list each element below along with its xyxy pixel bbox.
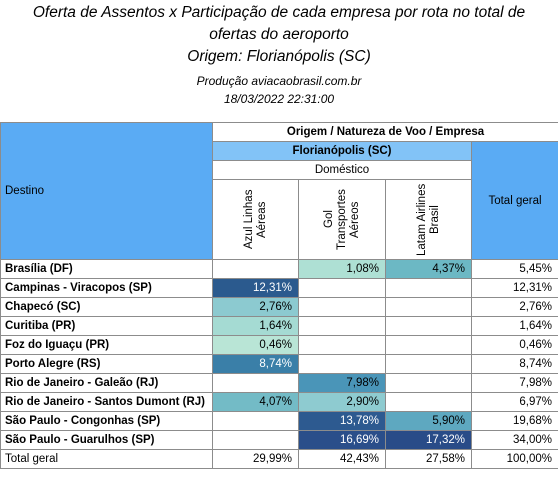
value-cell: 12,31%	[212, 278, 299, 298]
value-cell	[212, 430, 299, 450]
value-cell: 42,43%	[298, 449, 386, 469]
company-name: Latam Airlines Brasil	[415, 183, 441, 256]
company-name: Gol Transportes Aéreos	[322, 189, 361, 250]
value-cell: 4,07%	[212, 392, 299, 412]
group-header: Origem / Natureza de Voo / Empresa	[211, 122, 558, 142]
value-cell: 0,46%	[470, 335, 558, 355]
table-row: São Paulo - Guarulhos (SP) 16,69% 17,32% 34…	[0, 430, 558, 450]
table-row: Chapecó (SC) 2,76% 2,76%	[0, 297, 558, 317]
value-cell: 7,98%	[298, 373, 386, 393]
value-cell: 27,58%	[385, 449, 472, 469]
table-row: Brasília (DF) 1,08% 4,37% 5,45%	[0, 259, 558, 279]
production: Produção aviacaobrasil.com.br	[196, 74, 362, 88]
value-cell	[385, 392, 472, 412]
company-header: Gol Transportes Aéreos	[298, 179, 386, 260]
value-cell	[298, 354, 386, 374]
table-row: Rio de Janeiro - Galeão (RJ) 7,98% 7,98%	[0, 373, 558, 393]
value-cell: 1,08%	[298, 259, 386, 279]
row-label: São Paulo - Guarulhos (SP)	[0, 430, 213, 450]
value-cell	[212, 259, 299, 279]
value-cell	[298, 278, 386, 298]
value-cell: 0,46%	[212, 335, 299, 355]
value-cell	[385, 297, 472, 317]
value-cell	[212, 373, 299, 393]
table-row: Campinas - Viracopos (SP) 12,31% 12,31%	[0, 278, 558, 298]
value-cell: 5,90%	[385, 411, 472, 431]
value-cell: 2,90%	[298, 392, 386, 412]
value-cell: 7,98%	[470, 373, 558, 393]
row-label: Total geral	[0, 449, 213, 469]
value-cell: 100,00%	[470, 449, 558, 469]
row-label: Brasília (DF)	[0, 259, 213, 279]
value-cell	[385, 335, 472, 355]
row-label: Porto Alegre (RS)	[0, 354, 213, 374]
row-label: Chapecó (SC)	[0, 297, 213, 317]
value-cell: 8,74%	[212, 354, 299, 374]
value-cell: 34,00%	[470, 430, 558, 450]
destination-header: Destino	[0, 122, 213, 260]
table-row: Porto Alegre (RS) 8,74% 8,74%	[0, 354, 558, 374]
value-cell: 2,76%	[470, 297, 558, 317]
value-cell: 2,76%	[212, 297, 299, 317]
table-row: São Paulo - Congonhas (SP) 13,78% 5,90% 19,…	[0, 411, 558, 431]
row-label: Curitiba (PR)	[0, 316, 213, 336]
value-cell	[212, 411, 299, 431]
company-header: Azul Linhas Aéreas	[212, 179, 299, 260]
table-row: Foz do Iguaçu (PR) 0,46% 0,46%	[0, 335, 558, 355]
table-row: Total geral 29,99% 42,43% 27,58% 100,00%	[0, 449, 558, 469]
value-cell: 19,68%	[470, 411, 558, 431]
total-header: Total geral	[470, 141, 558, 260]
origin-header: Florianópolis (SC)	[212, 141, 472, 161]
value-cell: 12,31%	[470, 278, 558, 298]
value-cell: 6,97%	[470, 392, 558, 412]
table-row: Rio de Janeiro - Santos Dumont (RJ) 4,07%…	[0, 392, 558, 412]
value-cell: 8,74%	[470, 354, 558, 374]
value-cell	[298, 335, 386, 355]
date: 18/03/2022 22:31:00	[223, 92, 335, 106]
value-cell: 1,64%	[470, 316, 558, 336]
company-name: Azul Linhas Aéreas	[242, 189, 268, 250]
row-label: Rio de Janeiro - Galeão (RJ)	[0, 373, 213, 393]
title-line: ofertas do aeroporto	[209, 26, 349, 43]
row-label: Foz do Iguaçu (PR)	[0, 335, 213, 355]
value-cell: 29,99%	[212, 449, 299, 469]
value-cell	[385, 316, 472, 336]
nature-header: Doméstico	[212, 160, 472, 180]
value-cell	[298, 316, 386, 336]
value-cell: 4,37%	[385, 259, 472, 279]
value-cell: 13,78%	[298, 411, 386, 431]
title-line: Oferta de Assentos x Participação de cad…	[32, 4, 526, 21]
value-cell: 5,45%	[470, 259, 558, 279]
value-cell: 17,32%	[385, 430, 472, 450]
value-cell	[385, 278, 472, 298]
value-cell	[385, 354, 472, 374]
table-row: Curitiba (PR) 1,64% 1,64%	[0, 316, 558, 336]
row-label: Campinas - Viracopos (SP)	[0, 278, 213, 298]
row-label: São Paulo - Congonhas (SP)	[0, 411, 213, 431]
row-label: Rio de Janeiro - Santos Dumont (RJ)	[0, 392, 213, 412]
value-cell: 1,64%	[212, 316, 299, 336]
value-cell	[385, 373, 472, 393]
origin: Origem: Florianópolis (SC)	[187, 48, 371, 65]
company-header: Latam Airlines Brasil	[385, 179, 472, 260]
pivot-table: Destino Origem / Natureza de Voo / Empre…	[0, 122, 558, 469]
value-cell	[298, 297, 386, 317]
value-cell: 16,69%	[298, 430, 386, 450]
